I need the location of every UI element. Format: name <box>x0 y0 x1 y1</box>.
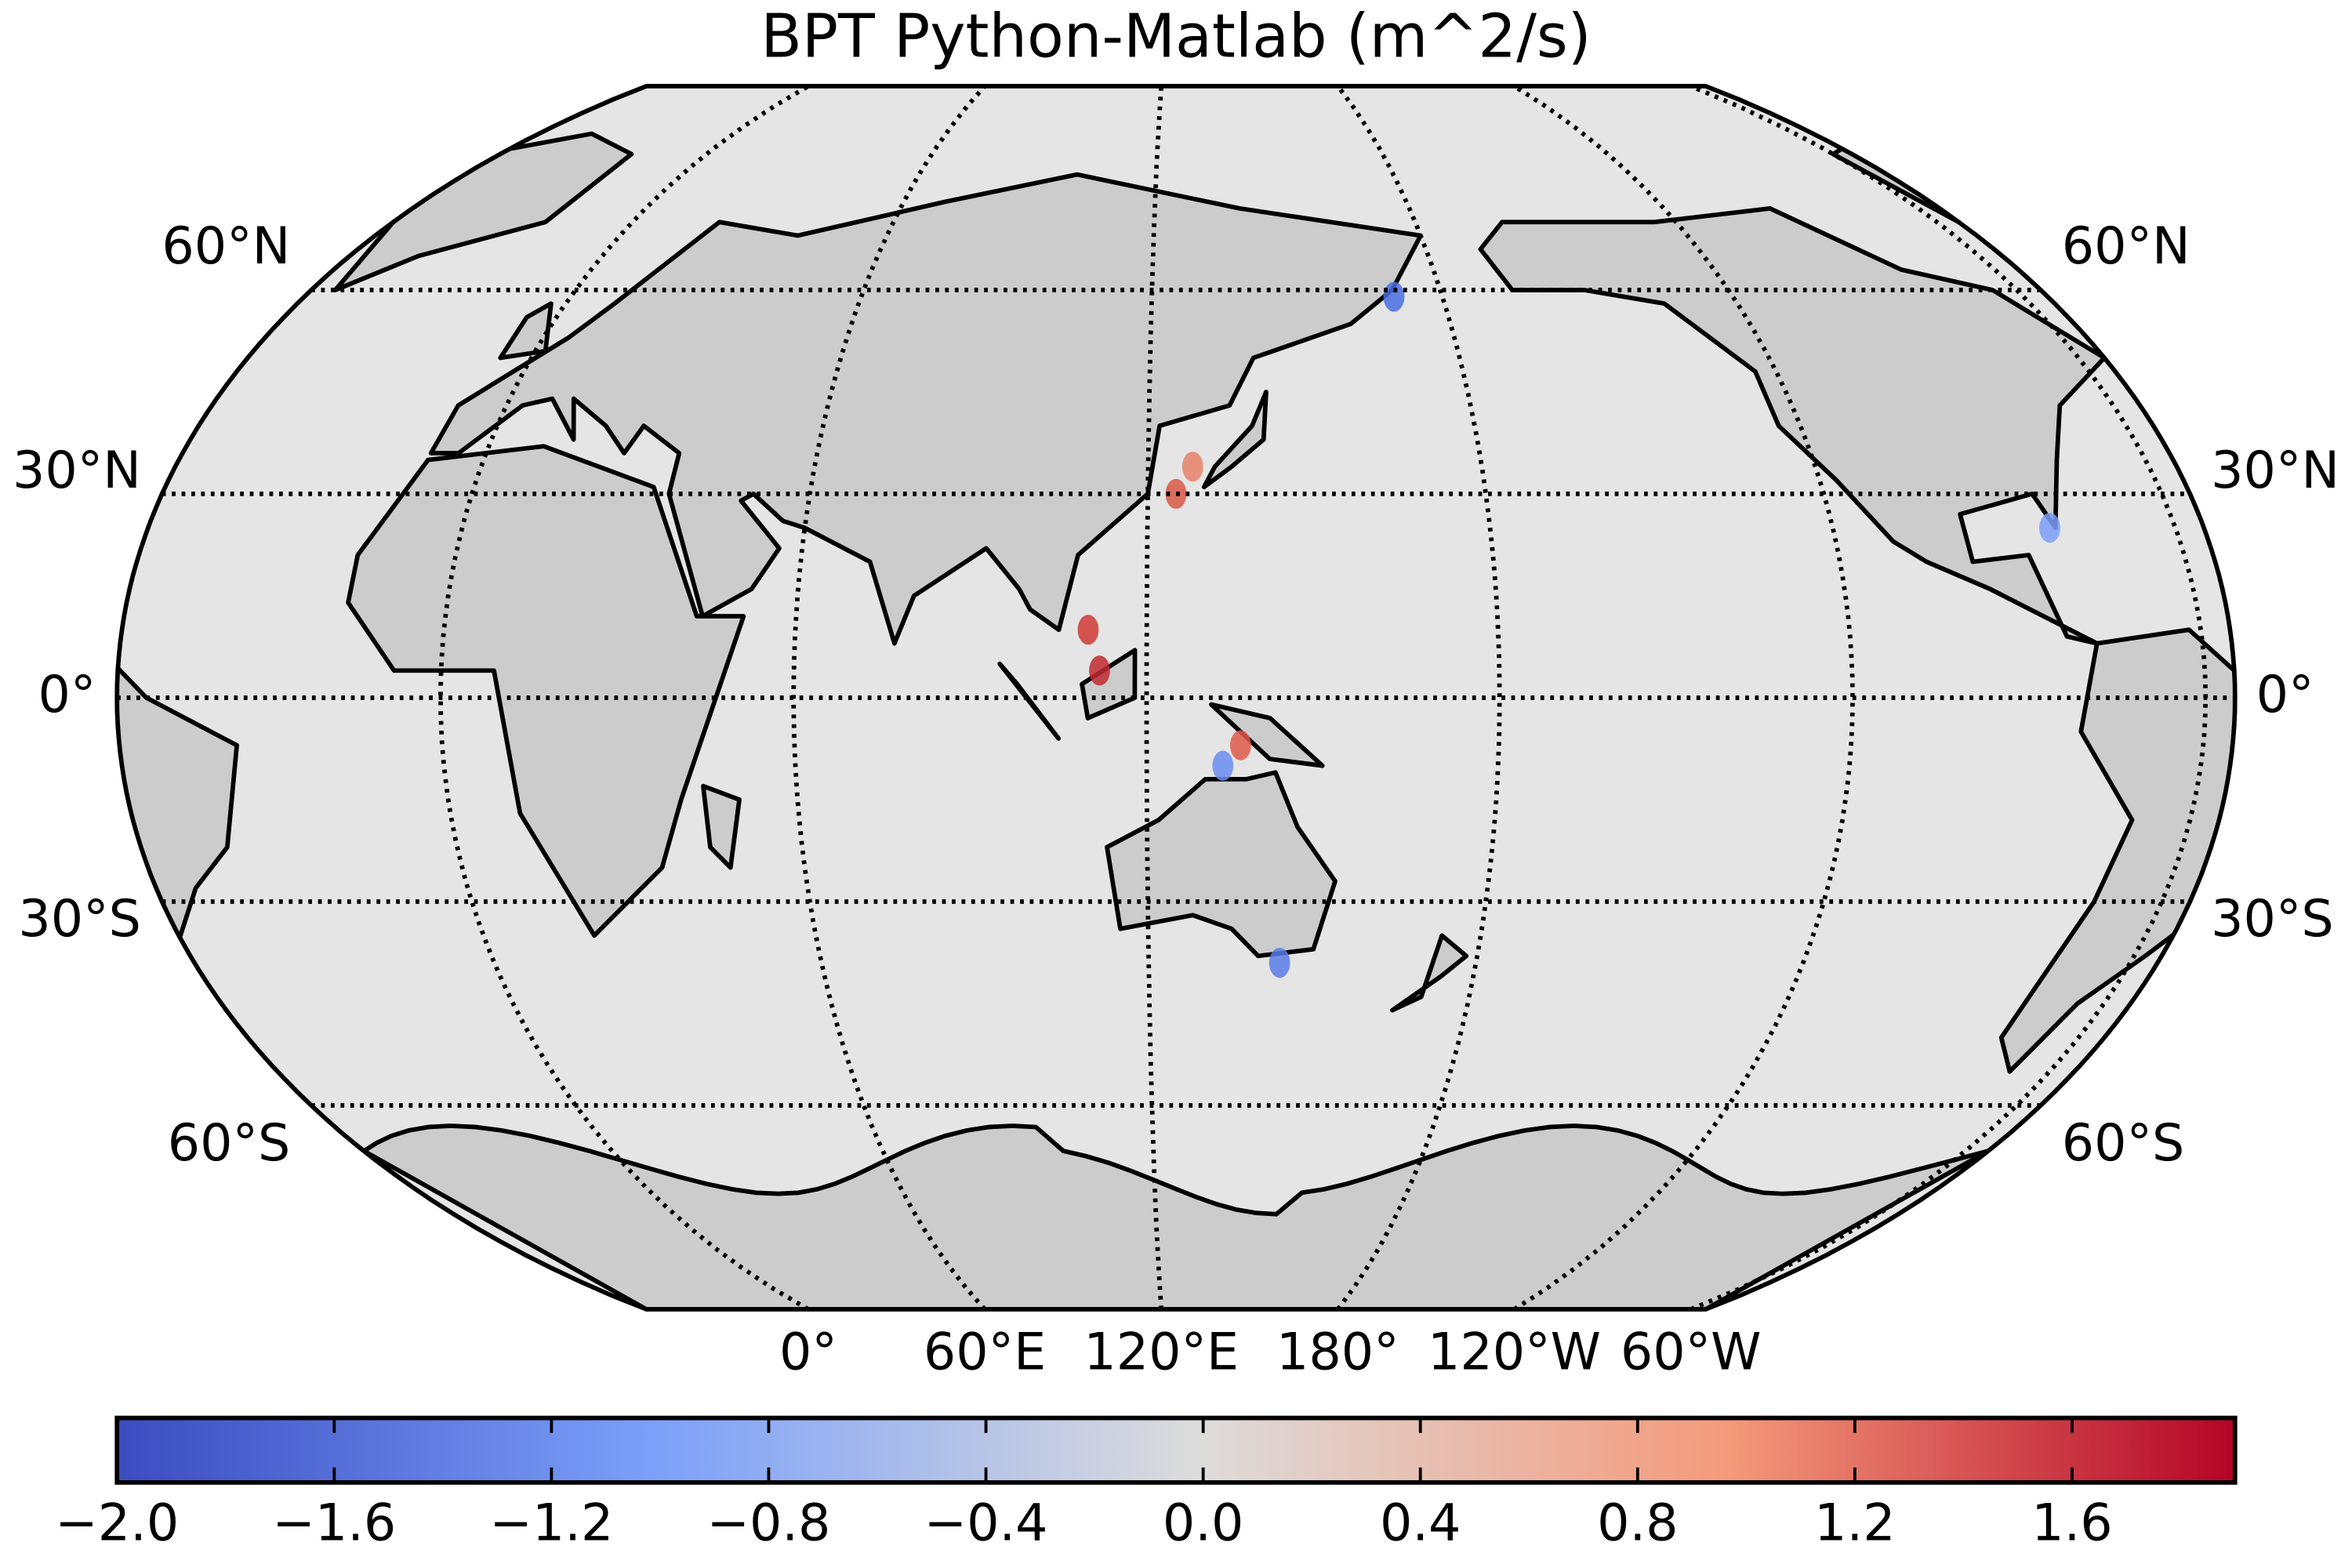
anomaly-patch <box>1165 478 1187 510</box>
colorbar-fill <box>114 1415 2238 1485</box>
colorbar-tick-label: 1.2 <box>1814 1494 1895 1552</box>
anomaly-patch <box>1077 615 1099 645</box>
meridian-line <box>1690 84 2209 1312</box>
parallel-label-right: 60°S <box>2062 1114 2185 1173</box>
land <box>1080 648 1138 720</box>
land <box>1390 933 1469 1013</box>
meridian-line <box>791 84 987 1311</box>
anomaly-patch <box>1383 281 1405 312</box>
anomaly-patch <box>1229 730 1251 760</box>
anomaly-patch <box>1212 750 1234 781</box>
colorbar-tick-label: −1.6 <box>272 1494 396 1552</box>
map-title: BPT Python-Matlab (m^2/s) <box>760 2 1591 72</box>
colorbar: −2.0 −1.6 −1.2 −0.8 −0.4 0.0 0.4 0.8 1.2 1.6 <box>55 1415 2238 1552</box>
parallel-label-left: 30°N <box>13 441 141 500</box>
anomaly-patch <box>2039 513 2060 543</box>
colorbar-tick-label: −2.0 <box>55 1494 179 1552</box>
land <box>701 783 742 870</box>
parallel-label-right: 30°N <box>2211 441 2339 500</box>
colorbar-tick-label: 0.8 <box>1597 1494 1678 1552</box>
map-boundary <box>114 83 2238 1312</box>
land <box>1998 627 2235 1074</box>
meridian-label: 0° <box>779 1323 837 1381</box>
colorbar-tick-label: 0.0 <box>1163 1494 1243 1552</box>
globe <box>114 83 2352 1312</box>
meridian-label: 60°W <box>1621 1323 1762 1381</box>
parallel-label-left: 60°N <box>162 217 290 276</box>
anomaly-patch <box>1269 947 1290 978</box>
meridian-label: 60°E <box>924 1323 1046 1381</box>
colorbar-tick-label: −1.2 <box>489 1494 613 1552</box>
parallel-label-left: 60°S <box>168 1114 291 1173</box>
land <box>346 444 746 938</box>
parallel-label-left: 0° <box>38 666 96 724</box>
meridian-label: 180° <box>1276 1323 1399 1381</box>
land <box>2285 175 2352 644</box>
parallel-label-right: 60°N <box>2062 217 2190 276</box>
land <box>359 1123 1990 1310</box>
colorbar-tick-label: 0.4 <box>1380 1494 1461 1552</box>
meridian-line <box>1512 84 1855 1312</box>
colorbar-tick-label: 1.6 <box>2031 1494 2112 1552</box>
land <box>1105 770 1338 959</box>
land <box>498 301 554 361</box>
meridian-line <box>1336 85 1502 1311</box>
parallel-label-left: 30°S <box>18 890 141 949</box>
land <box>997 661 1062 741</box>
meridian-label: 120°W <box>1428 1323 1601 1381</box>
parallel-label-right: 0° <box>2256 666 2314 724</box>
parallel-label-right: 30°S <box>2211 890 2334 949</box>
land <box>428 172 1423 646</box>
colorbar-tick-label: −0.4 <box>924 1494 1048 1552</box>
meridian-label: 120°E <box>1083 1323 1239 1381</box>
land <box>1478 205 2107 646</box>
anomaly-patch <box>1181 452 1203 482</box>
land <box>1201 390 1269 490</box>
graticule-labels: 60°N 60°N 30°N 30°N 0° 0° 30°S 30°S 60°S 60°S 0° 60… <box>13 217 2339 1381</box>
anomaly-patch <box>1089 655 1110 686</box>
colorbar-tick-label: −0.8 <box>707 1494 831 1552</box>
land <box>2309 303 2352 358</box>
